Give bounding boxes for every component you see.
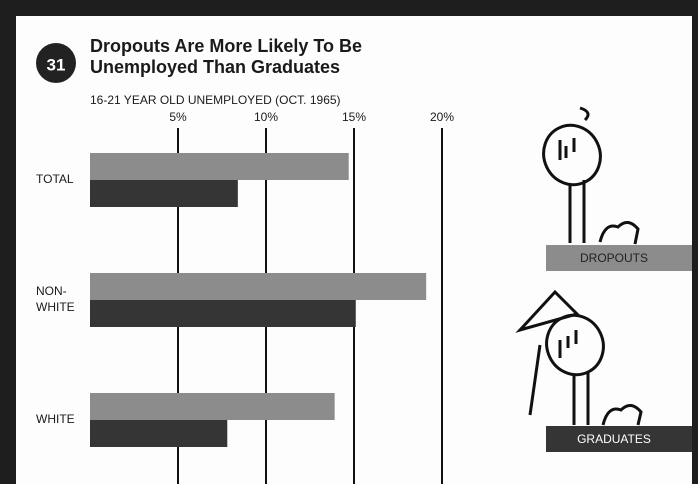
dropout-figure: [542, 106, 640, 245]
chart-title: Dropouts Are More Likely To Be Unemploye…: [90, 36, 367, 77]
badge-number: 31: [47, 55, 66, 74]
y-tick-label: TOTAL: [36, 172, 74, 186]
legend-swatch: [546, 426, 692, 452]
bar: [90, 300, 356, 327]
x-tick-label: 20%: [430, 110, 454, 124]
x-tick-label: 15%: [342, 110, 366, 124]
badge-circle: [36, 43, 76, 83]
legend-label: GRADUATES: [577, 432, 651, 446]
y-tick-label: NON-WHITE: [36, 284, 75, 314]
chart-subtitle: 16-21 YEAR OLD UNEMPLOYED (OCT. 1965): [90, 93, 341, 107]
bar: [90, 180, 238, 207]
bar: [90, 393, 335, 420]
y-tick-label: WHITE: [36, 412, 75, 426]
bar: [90, 153, 349, 180]
x-tick-label: 5%: [169, 110, 187, 124]
bar: [90, 420, 228, 447]
legend-label: DROPOUTS: [580, 251, 648, 265]
x-tick-label: 10%: [254, 110, 278, 124]
legend-swatch: [546, 245, 692, 271]
graduate-figure: [515, 289, 643, 426]
bar: [90, 273, 427, 300]
